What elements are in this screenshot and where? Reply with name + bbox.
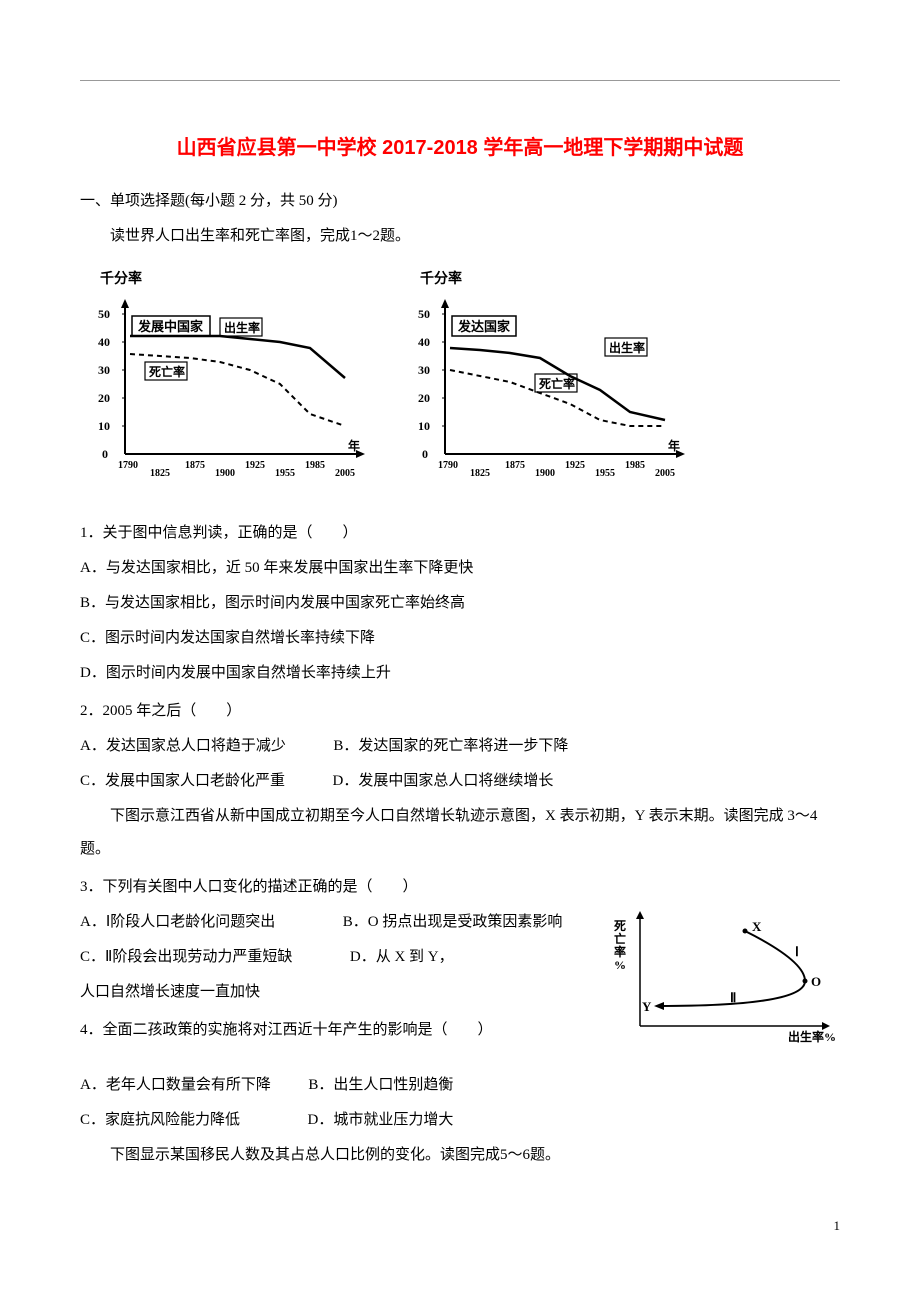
q2-opt-a: A．发达国家总人口将趋于减少	[80, 738, 286, 754]
svg-text:10: 10	[98, 419, 110, 433]
svg-text:30: 30	[418, 363, 430, 377]
chart2-region-label: 发达国家	[457, 319, 511, 334]
curve-x-label: 出生率%	[788, 1029, 836, 1044]
section-1-header: 一、单项选择题(每小题 2 分，共 50 分)	[80, 185, 840, 218]
q3-opt-c: C．Ⅱ阶段会出现劳动力严重短缺	[80, 949, 292, 965]
q1-opt-b: B．与发达国家相比，图示时间内发展中国家死亡率始终高	[80, 587, 840, 620]
svg-text:1985: 1985	[305, 460, 325, 471]
chart1-y-title: 千分率	[100, 263, 380, 294]
chart-developing: 千分率 0 10 20 30 40 50 1790 1825 1875 1900	[90, 263, 380, 497]
chart2-y-title: 千分率	[420, 263, 700, 294]
svg-text:2005: 2005	[655, 468, 675, 479]
q2-opt-b: B．发达国家的死亡率将进一步下降	[333, 738, 568, 754]
svg-text:1900: 1900	[215, 468, 235, 479]
svg-text:20: 20	[418, 391, 430, 405]
q4-opt-a: A．老年人口数量会有所下降	[80, 1077, 271, 1093]
chart1-year-label: 年	[348, 438, 360, 453]
chart1-region-label: 发展中国家	[137, 319, 204, 334]
svg-text:10: 10	[418, 419, 430, 433]
intro-q5-6: 下图显示某国移民人数及其占总人口比例的变化。读图完成5～6题。	[80, 1139, 840, 1172]
chart1-svg: 0 10 20 30 40 50 1790 1825 1875 1900 192…	[90, 294, 380, 484]
svg-text:1875: 1875	[185, 460, 205, 471]
svg-text:2005: 2005	[335, 468, 355, 479]
q1-opt-d: D．图示时间内发展中国家自然增长率持续上升	[80, 657, 840, 690]
curve-seg-I: Ⅰ	[795, 944, 799, 959]
q1-stem: 1．关于图中信息判读，正确的是（ ）	[80, 517, 840, 550]
q3-opt-d-prefix: D．从 X 到 Y，	[350, 949, 454, 965]
curve-X-label: X	[752, 919, 762, 934]
charts-row: 千分率 0 10 20 30 40 50 1790 1825 1875 1900	[90, 263, 840, 497]
intro-q1-2: 读世界人口出生率和死亡率图，完成1～2题。	[80, 220, 840, 253]
svg-text:0: 0	[102, 447, 108, 461]
svg-text:1925: 1925	[245, 460, 265, 471]
q4-opt-d: D．城市就业压力增大	[308, 1112, 454, 1128]
chart-developed: 千分率 0 10 20 30 40 50 1790 1825 1875 1900…	[410, 263, 700, 497]
svg-text:1875: 1875	[505, 460, 525, 471]
svg-text:1985: 1985	[625, 460, 645, 471]
svg-text:50: 50	[98, 307, 110, 321]
chart2-death-label: 死亡率	[539, 376, 575, 391]
svg-text:30: 30	[98, 363, 110, 377]
svg-text:1790: 1790	[118, 460, 138, 471]
curve-O-label: O	[811, 974, 821, 989]
curve-seg-II: Ⅱ	[730, 990, 736, 1005]
chart1-death-label: 死亡率	[149, 364, 185, 379]
curve-Y-label: Y	[642, 999, 652, 1014]
svg-text:20: 20	[98, 391, 110, 405]
svg-text:1925: 1925	[565, 460, 585, 471]
curve-y-label: 死亡率%	[614, 919, 626, 972]
curve-figure: 死亡率% 出生率% X O Y Ⅰ Ⅱ	[610, 906, 840, 1059]
q4-opt-c: C．家庭抗风险能力降低	[80, 1112, 240, 1128]
svg-text:1900: 1900	[535, 468, 555, 479]
svg-text:40: 40	[418, 335, 430, 349]
svg-text:1955: 1955	[595, 468, 615, 479]
q3-opt-a: A．Ⅰ阶段人口老龄化问题突出	[80, 914, 275, 930]
q4-opt-b: B．出生人口性别趋衡	[308, 1077, 453, 1093]
q2-opt-d: D．发展中国家总人口将继续增长	[333, 773, 554, 789]
horizontal-rule	[80, 80, 840, 81]
svg-text:1825: 1825	[470, 468, 490, 479]
svg-text:1790: 1790	[438, 460, 458, 471]
svg-text:1825: 1825	[150, 468, 170, 479]
q3-stem: 3．下列有关图中人口变化的描述正确的是（ ）	[80, 871, 840, 904]
q2-opt-c: C．发展中国家人口老龄化严重	[80, 773, 285, 789]
q1-opt-c: C．图示时间内发达国家自然增长率持续下降	[80, 622, 840, 655]
svg-text:40: 40	[98, 335, 110, 349]
q3-opt-b: B．O 拐点出现是受政策因素影响	[343, 914, 563, 930]
chart2-year-label: 年	[668, 438, 680, 453]
document-title: 山西省应县第一中学校 2017-2018 学年高一地理下学期期中试题	[80, 126, 840, 170]
intro-q3-4: 下图示意江西省从新中国成立初期至今人口自然增长轨迹示意图，X 表示初期，Y 表示…	[80, 800, 840, 866]
chart1-birth-label: 出生率	[224, 320, 260, 335]
page-number: 1	[80, 1212, 840, 1241]
svg-text:0: 0	[422, 447, 428, 461]
q1-opt-a: A．与发达国家相比，近 50 年来发展中国家出生率下降更快	[80, 552, 840, 585]
svg-text:50: 50	[418, 307, 430, 321]
q2-stem: 2．2005 年之后（ ）	[80, 695, 840, 728]
chart2-birth-label: 出生率	[609, 340, 645, 355]
chart2-svg: 0 10 20 30 40 50 1790 1825 1875 1900 192…	[410, 294, 700, 484]
svg-text:1955: 1955	[275, 468, 295, 479]
